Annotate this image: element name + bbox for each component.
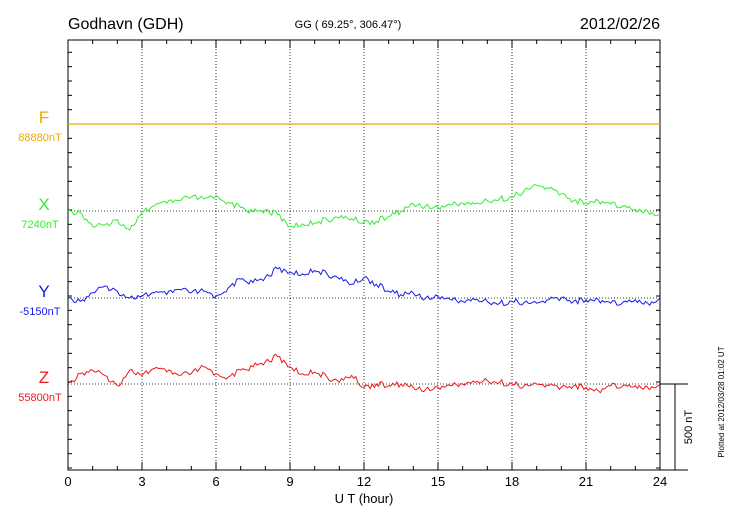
series-line-y [67,266,661,307]
x-axis-ticks [67,40,661,470]
x-axis-label: U T (hour) [335,491,394,506]
x-tick-label: 6 [212,474,219,489]
series-letter-z: Z [39,368,49,387]
x-tick-label: 15 [431,474,445,489]
grid-lines [141,40,587,470]
series-letter-y: Y [38,282,49,301]
chart-title: Godhavn (GDH) [68,16,184,33]
series-lines [67,123,661,394]
scale-bar-label: 500 nT [683,410,695,445]
plot-frame [67,39,661,471]
series-line-z [67,353,661,394]
chart-date: 2012/02/26 [580,16,660,33]
x-tick-label: 12 [357,474,371,489]
series-letter-x: X [38,195,49,214]
plotted-at-footnote: Plotted at 2012/03/28 01:02 UT [717,346,726,457]
x-tick-label: 24 [653,474,667,489]
series-letter-f: F [39,108,49,127]
plot-area [67,39,661,471]
series-labels: F 88880nT X 7240nT Y -5150nT Z 55800nT [18,108,62,404]
scale-bar: 500 nT [660,383,695,471]
series-baseline-z: 55800nT [18,392,62,404]
chart-subtitle: GG ( 69.25°, 306.47°) [295,19,402,31]
x-tick-label: 9 [286,474,293,489]
x-tick-label: 18 [505,474,519,489]
x-tick-label: 0 [64,474,71,489]
x-tick-label: 3 [138,474,145,489]
series-line-x [67,184,661,231]
x-axis-tick-labels: 0 3 6 9 12 15 18 21 24 [64,474,667,489]
series-baseline-y: -5150nT [20,306,61,318]
series-baseline-x: 7240nT [21,219,59,231]
x-tick-label: 21 [579,474,593,489]
series-baseline-f: 88880nT [18,132,62,144]
y-axis-minor-ticks [68,51,660,469]
